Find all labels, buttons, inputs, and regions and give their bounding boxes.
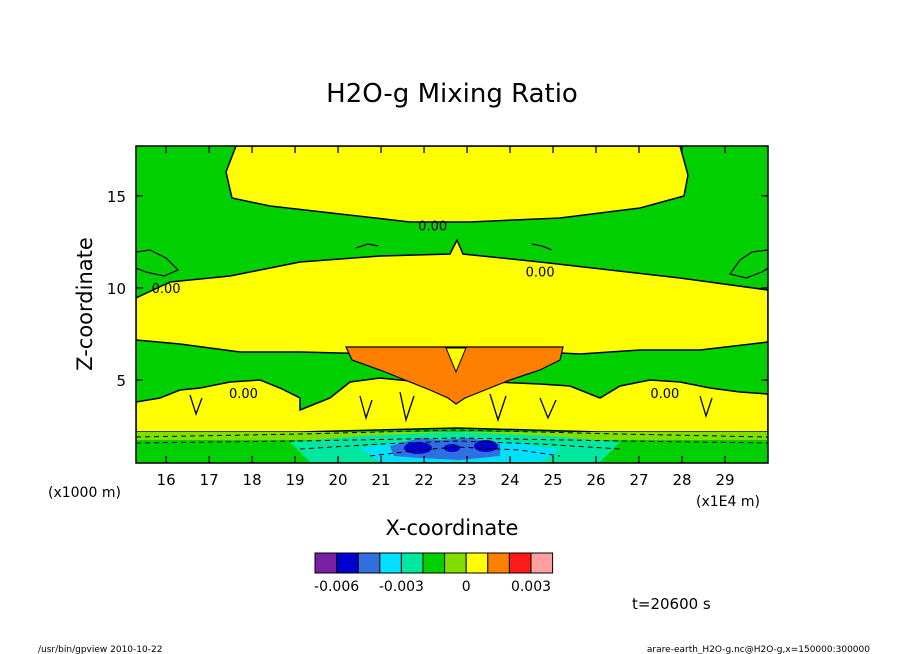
colorbar	[314, 552, 554, 574]
colorbar-tick-labels: -0.006 -0.003 0 0.003	[314, 579, 551, 595]
colorbar-tick-label: 0	[462, 579, 471, 595]
y-tick-label: 10	[107, 280, 126, 298]
contour-labels: 0.00 0.00 0.00 0.00 0.00	[152, 219, 680, 402]
contour-label: 0.00	[418, 219, 447, 234]
left-green-pocket	[136, 249, 180, 277]
colorbar-swatch	[314, 552, 338, 574]
colorbar-tick-label: -0.003	[379, 579, 424, 595]
footer-right: arare-earth_H2O-g.nc@H2O-g,x=150000:3000…	[647, 645, 870, 654]
colorbar-swatch	[508, 552, 532, 574]
colorbar-swatch	[530, 552, 554, 574]
colorbar-swatch	[444, 552, 467, 574]
upper-yellow-region	[225, 146, 689, 223]
x-tick-label: 24	[500, 471, 519, 489]
deep-blue-cell-3	[444, 444, 460, 452]
plot-frame	[135, 145, 769, 464]
colorbar-swatch	[422, 552, 446, 574]
contour-label: 0.00	[229, 387, 258, 402]
x-scale-label: (x1E4 m)	[696, 494, 760, 510]
contour-lines	[189, 243, 713, 423]
colorbar-swatch	[336, 552, 359, 574]
colorbar-tick-label: -0.006	[314, 579, 359, 595]
colorbar-swatch	[357, 552, 381, 574]
contour-field	[136, 146, 768, 463]
x-tick-label: 19	[286, 471, 305, 489]
y-tick-label: 15	[107, 188, 126, 206]
y-axis-label: Z-coordinate	[73, 237, 97, 371]
x-tick-label: 27	[629, 471, 648, 489]
x-tick-label: 26	[586, 471, 605, 489]
deep-blue-cell-2	[474, 440, 498, 452]
colorbar-swatch	[487, 552, 510, 574]
time-label: t=20600 s	[632, 595, 711, 613]
x-tick-label: 22	[415, 471, 434, 489]
y-axis-ticks: 5 10 15	[107, 188, 768, 390]
x-axis-ticks: 16 17 18 19 20 21 22 23 24 25 26 27 28 29	[157, 146, 735, 489]
y-scale-label: (x1000 m)	[48, 485, 121, 501]
x-tick-label: 18	[243, 471, 262, 489]
x-tick-label: 25	[543, 471, 562, 489]
contour-label: 0.00	[650, 387, 679, 402]
x-tick-label: 20	[329, 471, 348, 489]
chart-title: H2O-g Mixing Ratio	[326, 79, 578, 109]
right-green-pocket	[728, 249, 768, 279]
middle-yellow-band	[136, 238, 768, 355]
x-tick-label: 23	[458, 471, 477, 489]
x-tick-label: 28	[672, 471, 691, 489]
colorbar-swatch	[400, 552, 424, 574]
deep-blue-cell-1	[404, 442, 432, 454]
x-tick-label: 16	[157, 471, 176, 489]
y-tick-label: 5	[116, 372, 126, 390]
orange-region	[345, 346, 564, 405]
colorbar-tick-label: 0.003	[511, 579, 551, 595]
x-tick-label: 17	[200, 471, 219, 489]
footer-left: /usr/bin/gpview 2010-10-22	[38, 645, 162, 654]
x-axis-label: X-coordinate	[386, 516, 519, 540]
orange-notch	[445, 347, 467, 374]
x-tick-label: 29	[715, 471, 734, 489]
contour-label: 0.00	[152, 282, 181, 297]
negative-contours	[136, 429, 768, 457]
contour-label: 0.00	[526, 265, 555, 280]
colorbar-swatch	[465, 552, 489, 574]
x-tick-label: 21	[372, 471, 391, 489]
colorbar-swatch	[379, 552, 402, 574]
